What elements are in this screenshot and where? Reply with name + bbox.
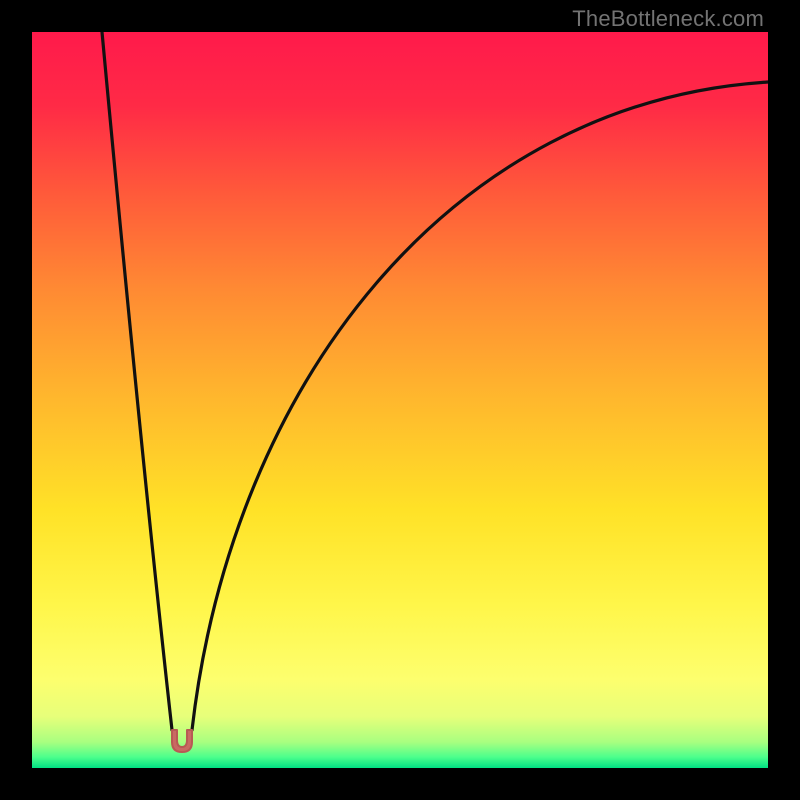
figure-root: TheBottleneck.com [0,0,800,800]
bottleneck-curve [102,32,768,730]
dip-marker [172,730,192,752]
frame-left [0,0,32,800]
plot-area [32,32,768,768]
frame-right [768,0,800,800]
frame-bottom [0,768,800,800]
curve-layer [32,32,768,768]
watermark-text: TheBottleneck.com [572,6,764,32]
